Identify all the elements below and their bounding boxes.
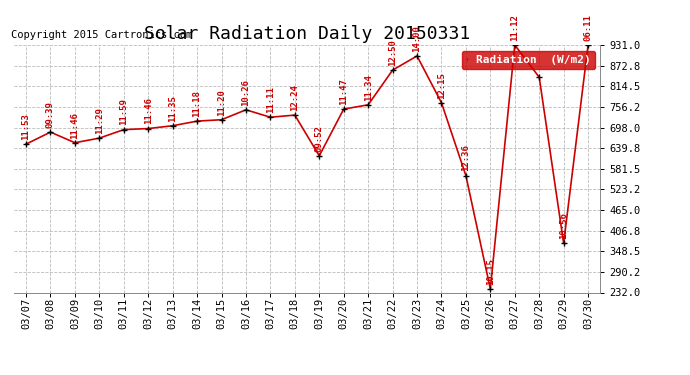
Text: 09:52: 09:52: [315, 125, 324, 152]
Legend: Radiation  (W/m2): Radiation (W/m2): [462, 51, 595, 69]
Text: 06:11: 06:11: [584, 14, 593, 41]
Text: 14:00: 14:00: [413, 25, 422, 52]
Text: Copyright 2015 Cartronics.com: Copyright 2015 Cartronics.com: [11, 30, 192, 40]
Text: 11:20: 11:20: [217, 88, 226, 116]
Text: 12:15: 12:15: [437, 72, 446, 99]
Text: 11:59: 11:59: [119, 99, 128, 126]
Text: 11:46: 11:46: [70, 112, 79, 138]
Text: 11:46: 11:46: [144, 98, 152, 124]
Text: 11:11: 11:11: [266, 86, 275, 113]
Text: 10:56: 10:56: [559, 212, 568, 239]
Text: 10:15: 10:15: [486, 258, 495, 285]
Text: 11:12: 11:12: [511, 14, 520, 41]
Text: 12:24: 12:24: [290, 84, 299, 111]
Text: 11:18: 11:18: [193, 90, 201, 117]
Text: 11:47: 11:47: [339, 78, 348, 105]
Text: 11:29: 11:29: [95, 107, 103, 134]
Text: 11:34: 11:34: [364, 74, 373, 100]
Text: 11:35: 11:35: [168, 95, 177, 122]
Title: Solar Radiation Daily 20150331: Solar Radiation Daily 20150331: [144, 26, 470, 44]
Text: 11:53: 11:53: [21, 113, 30, 140]
Text: 10:26: 10:26: [241, 79, 250, 106]
Text: 12:50: 12:50: [388, 39, 397, 66]
Text: 09:39: 09:39: [46, 101, 55, 128]
Text: 12:36: 12:36: [462, 145, 471, 171]
